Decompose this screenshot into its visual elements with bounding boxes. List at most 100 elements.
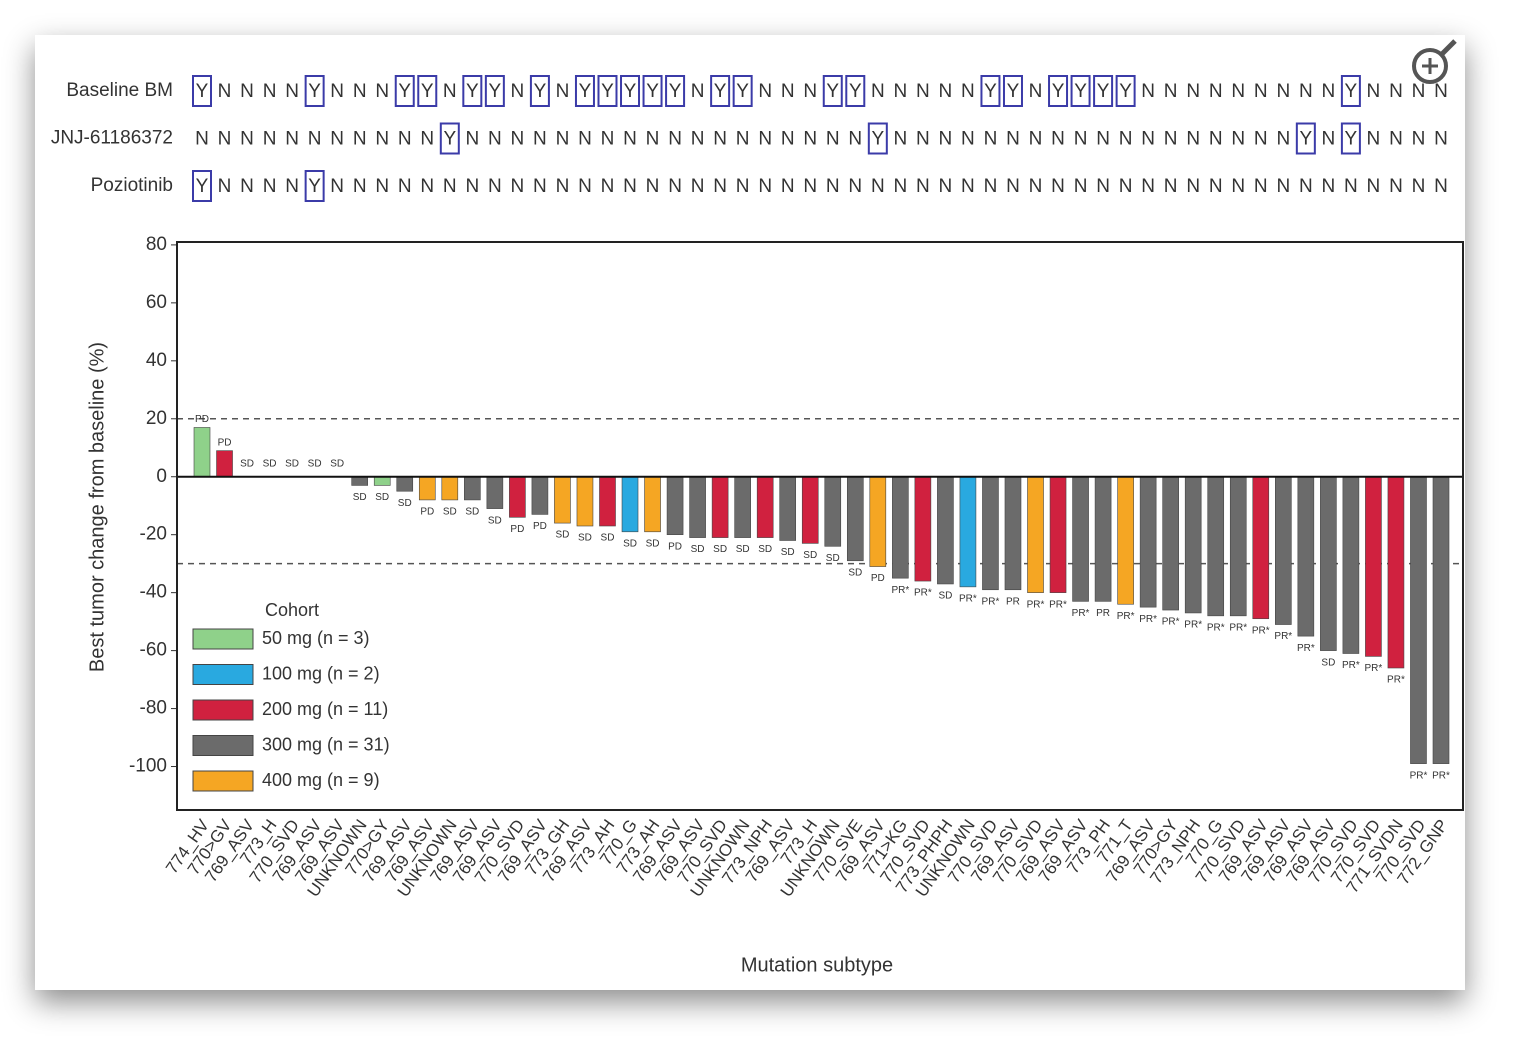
response-label: SD [330,458,344,469]
bar [1027,476,1044,593]
indicator: Y [579,81,592,102]
response-label: SD [938,591,952,602]
response-label: PR* [1229,622,1247,633]
indicator: N [375,81,389,102]
response-label: SD [555,530,569,541]
indicator: N [1029,176,1043,197]
legend-swatch [192,628,254,650]
indicator: N [1367,176,1381,197]
indicator-box [1093,75,1114,107]
indicator: N [1299,81,1313,102]
indicator: N [758,176,772,197]
indicator-box [192,170,212,202]
indicator: N [1389,81,1403,102]
indicator: Y [601,81,614,102]
indicator: N [1321,129,1335,150]
bar [441,476,459,501]
indicator: N [1209,129,1223,150]
indicator-box [867,122,888,155]
zoom-icon[interactable] [1412,39,1457,84]
x-axis-label: Mutation subtype [741,954,893,976]
y-tick-label: 20 [146,408,167,429]
bar [1049,476,1067,593]
indicator: N [848,176,862,197]
indicator: N [308,129,322,150]
indicator: N [195,129,209,150]
indicator: N [330,81,344,102]
indicator: Y [984,81,997,102]
indicator: Y [196,81,209,102]
response-label: SD [691,544,705,555]
indicator: N [713,176,727,197]
indicator: N [443,176,457,197]
response-label: PR* [1252,625,1270,636]
indicator: N [511,176,525,197]
indicator: N [1074,176,1088,197]
indicator: N [1254,176,1268,197]
response-label: SD [601,533,615,544]
indicator: Y [871,129,884,150]
response-label: SD [308,458,322,469]
indicator: N [1254,81,1268,102]
indicator: N [1434,81,1448,102]
indicator: Y [736,81,749,102]
indicator: N [1434,176,1448,197]
indicator: N [398,129,412,150]
indicator: N [691,129,705,150]
indicator: N [1186,176,1200,197]
response-label: SD [353,492,367,503]
bar [486,476,504,509]
legend-label: 400 mg (n = 9) [262,770,380,790]
bar [756,476,774,538]
indicator-box [620,75,641,107]
indicator: N [893,129,907,150]
y-axis-label: Best tumor change from baseline (%) [86,342,108,672]
indicator: N [511,81,525,102]
indicator: N [781,176,795,197]
bar [982,476,999,591]
indicator: Y [624,81,637,102]
indicator: N [939,129,953,150]
indicator: N [1119,129,1133,150]
indicator: N [916,81,930,102]
y-tick-label: -60 [140,640,167,661]
indicator: N [285,176,299,197]
bar [1252,476,1270,620]
response-label: PR* [1162,617,1180,628]
indicator: N [961,176,975,197]
indicator: N [1276,176,1290,197]
bar [351,476,368,486]
indicator-box [980,75,1001,107]
bar [1072,476,1089,602]
indicator: N [1164,129,1178,150]
bar [1365,476,1382,657]
indicator: N [1119,176,1133,197]
legend-label: 100 mg (n = 2) [262,663,380,683]
indicator: N [353,176,367,197]
indicator: N [240,129,254,150]
indicator: N [826,176,840,197]
indicator: N [1186,81,1200,102]
response-label: PR [1096,608,1110,619]
bar [576,476,594,527]
y-tick-label: -40 [140,582,167,603]
indicator: N [1412,129,1426,150]
indicator: N [263,81,277,102]
indicator: N [691,81,705,102]
bar [1275,476,1292,625]
indicator: N [1367,81,1381,102]
indicator: N [1299,176,1313,197]
response-label: PR* [1117,611,1135,622]
indicator: N [1029,129,1043,150]
bar [193,427,211,478]
response-label: SD [465,507,479,518]
indicator: N [1321,176,1335,197]
indicator: N [240,81,254,102]
y-tick-label: -80 [140,698,167,719]
response-label: PD [218,437,232,448]
legend-swatch [192,735,254,756]
indicator: N [1231,129,1245,150]
indicator: N [218,129,232,150]
indicator: N [1096,129,1110,150]
response-label: PD [668,541,682,552]
